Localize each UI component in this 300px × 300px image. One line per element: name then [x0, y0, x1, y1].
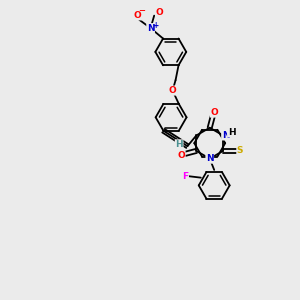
Text: H: H	[228, 128, 235, 137]
Text: S: S	[237, 146, 243, 155]
Text: +: +	[152, 21, 158, 30]
Text: H: H	[175, 140, 183, 149]
Text: O: O	[156, 8, 164, 17]
Text: N: N	[147, 24, 154, 33]
Text: O: O	[210, 108, 218, 117]
Text: F: F	[182, 172, 188, 181]
Text: O: O	[134, 11, 142, 20]
Text: O: O	[169, 86, 176, 95]
Text: −: −	[138, 6, 145, 15]
Text: N: N	[206, 154, 214, 163]
Text: N: N	[222, 131, 229, 140]
Text: O: O	[177, 151, 185, 160]
